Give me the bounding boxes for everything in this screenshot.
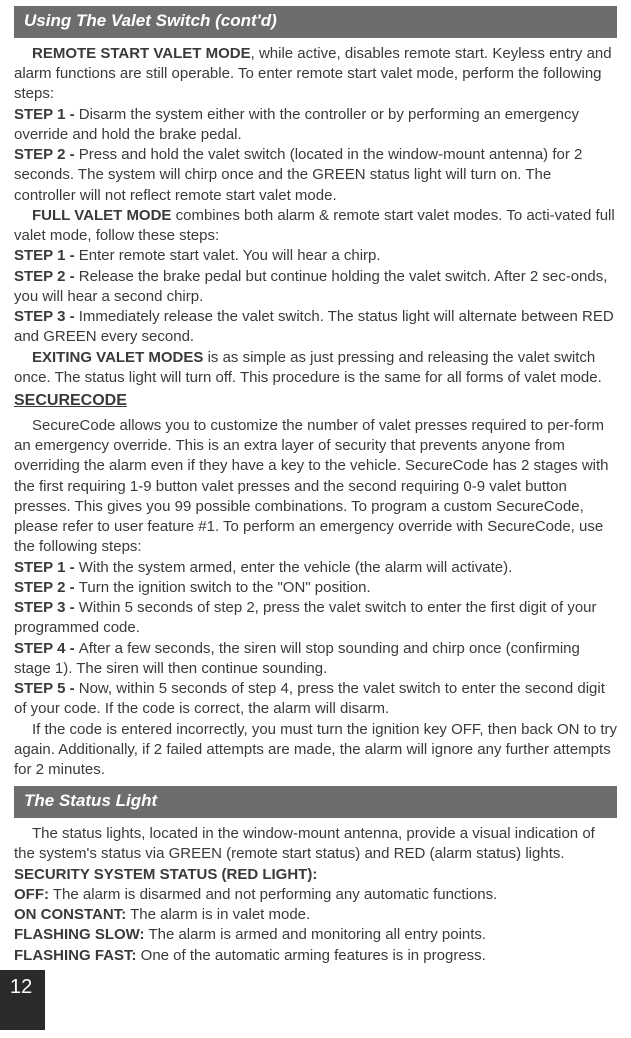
- step: STEP 2 - Release the brake pedal but con…: [14, 267, 617, 308]
- term: FULL VALET MODE: [32, 207, 171, 224]
- status-line: FLASHING FAST: One of the automatic armi…: [14, 946, 617, 966]
- status-label: FLASHING FAST:: [14, 947, 137, 964]
- step: STEP 3 - Immediately release the valet s…: [14, 307, 617, 348]
- page-number: 12: [0, 970, 45, 1030]
- step-label: STEP 2 -: [14, 146, 79, 163]
- status-label: OFF:: [14, 886, 49, 903]
- status-label: ON CONSTANT:: [14, 906, 126, 923]
- step-label: STEP 1 -: [14, 106, 79, 123]
- step-label: STEP 3 -: [14, 599, 79, 616]
- step-label: STEP 4 -: [14, 640, 79, 657]
- step-label: STEP 3 -: [14, 308, 79, 325]
- step: STEP 1 - Disarm the system either with t…: [14, 105, 617, 146]
- subsection-title: SECURITY SYSTEM STATUS (RED LIGHT):: [14, 865, 617, 885]
- status-line: OFF: The alarm is disarmed and not perfo…: [14, 885, 617, 905]
- step-text: Disarm the system either with the contro…: [14, 106, 579, 143]
- status-label: FLASHING SLOW:: [14, 926, 145, 943]
- step: STEP 4 - After a few seconds, the siren …: [14, 639, 617, 680]
- section-header-valet: Using The Valet Switch (cont'd): [14, 6, 617, 38]
- step-text: Now, within 5 seconds of step 4, press t…: [14, 680, 605, 717]
- step-label: STEP 2 -: [14, 268, 79, 285]
- step-text: Enter remote start valet. You will hear …: [79, 247, 381, 264]
- step-text: Turn the ignition switch to the "ON" pos…: [79, 579, 371, 596]
- step-text: Within 5 seconds of step 2, press the va…: [14, 599, 597, 636]
- step-text: Immediately release the valet switch. Th…: [14, 308, 614, 345]
- status-text: One of the automatic arming features is …: [137, 947, 486, 964]
- step: STEP 2 - Turn the ignition switch to the…: [14, 578, 617, 598]
- status-line: ON CONSTANT: The alarm is in valet mode.: [14, 905, 617, 925]
- status-line: FLASHING SLOW: The alarm is armed and mo…: [14, 925, 617, 945]
- step-text: Press and hold the valet switch (located…: [14, 146, 582, 204]
- status-text: The alarm is in valet mode.: [126, 906, 310, 923]
- step: STEP 5 - Now, within 5 seconds of step 4…: [14, 679, 617, 720]
- term: REMOTE START VALET MODE: [32, 45, 251, 62]
- paragraph: EXITING VALET MODES is as simple as just…: [14, 348, 617, 389]
- step: STEP 2 - Press and hold the valet switch…: [14, 145, 617, 206]
- step-label: STEP 1 -: [14, 559, 79, 576]
- paragraph: REMOTE START VALET MODE, while active, d…: [14, 44, 617, 105]
- step-label: STEP 1 -: [14, 247, 79, 264]
- step: STEP 3 - Within 5 seconds of step 2, pre…: [14, 598, 617, 639]
- section-header-status-light: The Status Light: [14, 786, 617, 818]
- paragraph: SecureCode allows you to customize the n…: [14, 416, 617, 558]
- paragraph: FULL VALET MODE combines both alarm & re…: [14, 206, 617, 247]
- step-text: After a few seconds, the siren will stop…: [14, 640, 580, 677]
- section-title-securecode: SECURECODE: [14, 390, 617, 412]
- step-label: STEP 2 -: [14, 579, 79, 596]
- status-text: The alarm is armed and monitoring all en…: [145, 926, 487, 943]
- step-text: With the system armed, enter the vehicle…: [79, 559, 513, 576]
- step-text: Release the brake pedal but continue hol…: [14, 268, 607, 305]
- paragraph: If the code is entered incorrectly, you …: [14, 720, 617, 781]
- step-label: STEP 5 -: [14, 680, 79, 697]
- term: EXITING VALET MODES: [32, 349, 203, 366]
- status-text: The alarm is disarmed and not performing…: [49, 886, 497, 903]
- step: STEP 1 - With the system armed, enter th…: [14, 558, 617, 578]
- paragraph: The status lights, located in the window…: [14, 824, 617, 865]
- step: STEP 1 - Enter remote start valet. You w…: [14, 246, 617, 266]
